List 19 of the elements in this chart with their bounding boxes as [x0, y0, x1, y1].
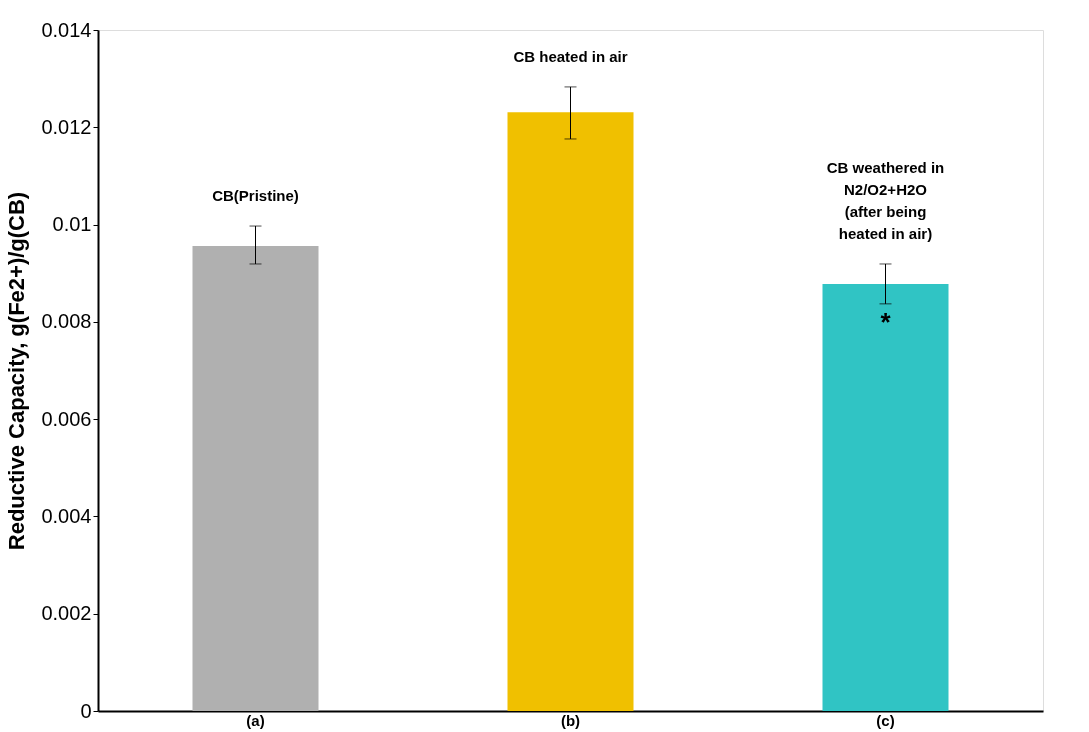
y-tick-label: 0.012 — [41, 115, 92, 138]
y-tick-label: 0.004 — [41, 504, 92, 527]
bar — [822, 283, 949, 711]
annotation: CB heated in air — [513, 47, 628, 65]
y-tick-label: 0.006 — [41, 407, 92, 430]
annotation: CB(Pristine) — [212, 187, 299, 205]
annotation: CB weathered in N2/O2+H2O (after being heated in air) — [826, 158, 945, 242]
y-tick-label: 0.002 — [41, 602, 92, 625]
x-tick-label: (c) — [876, 711, 895, 729]
bar — [507, 112, 634, 711]
x-tick-label: (b) — [560, 711, 581, 729]
bar — [192, 245, 319, 711]
y-tick-label: 0.014 — [41, 18, 92, 41]
y-tick-label: 0.01 — [52, 213, 92, 236]
y-axis-title: Reductive Capacity, g(Fe2+)/g(CB) — [4, 191, 30, 551]
annotation: * — [880, 306, 892, 337]
y-tick-label: 0 — [80, 699, 92, 722]
y-tick-label: 0.008 — [41, 310, 92, 333]
x-tick-label: (a) — [246, 711, 265, 729]
